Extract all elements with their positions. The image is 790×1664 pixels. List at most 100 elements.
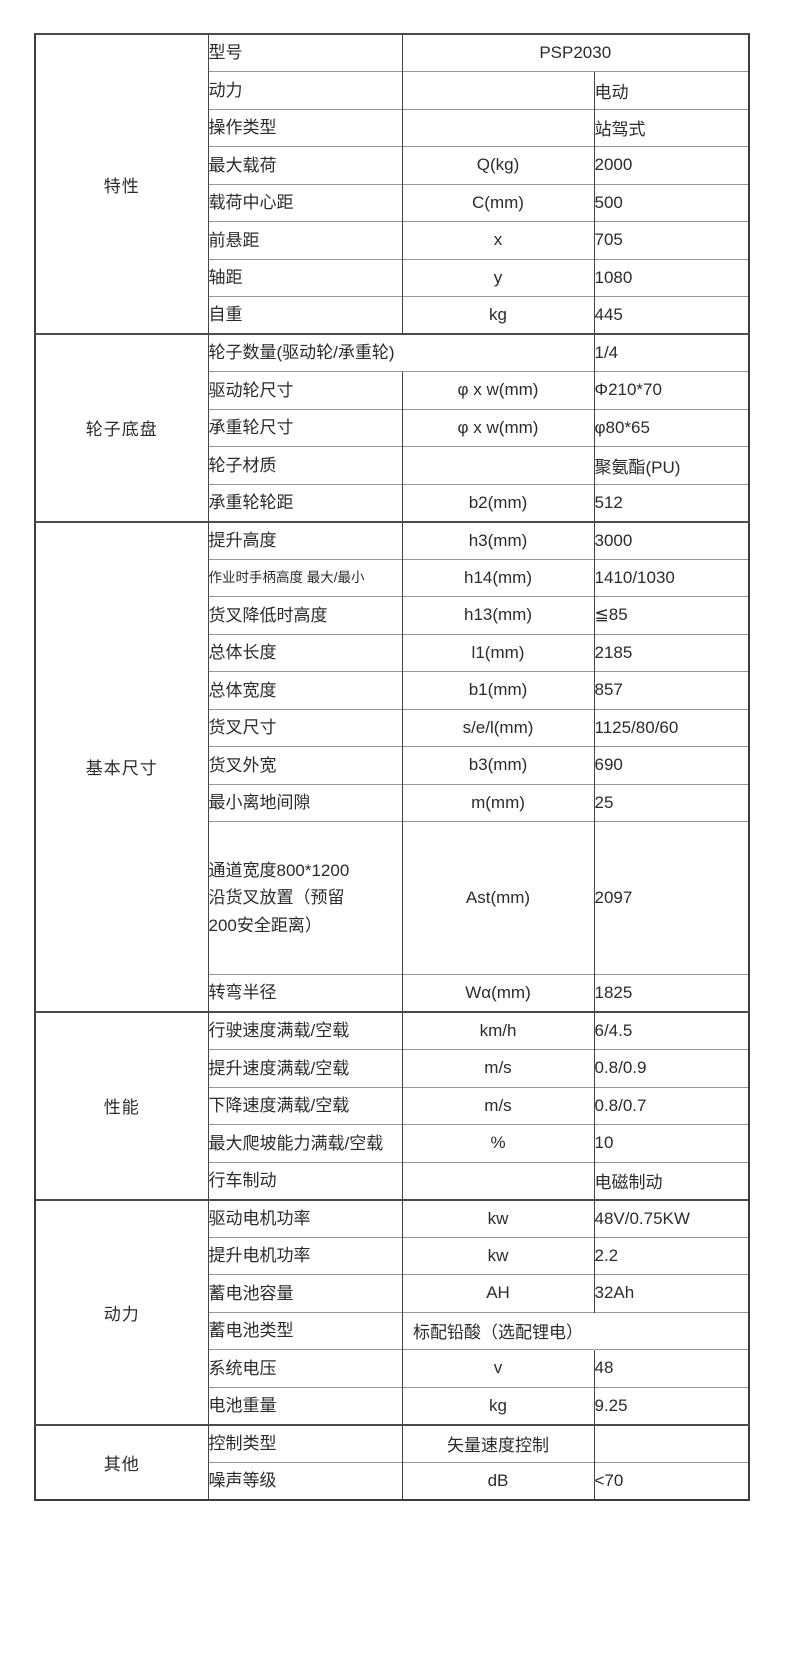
param-name-cell: 动力 <box>207 71 402 109</box>
param-name-cell: 噪声等级 <box>207 1461 402 1500</box>
param-symbol-cell: 标配铅酸（选配锂电） <box>401 1311 594 1350</box>
param-value-cell: 聚氨酯(PU) <box>593 446 749 484</box>
param-merged-value-cell: PSP2030 <box>401 33 749 72</box>
spec-row: 前悬距 x 705 <box>35 221 749 259</box>
category-cell: 基本尺寸 <box>34 520 208 1012</box>
param-value-cell: 3000 <box>593 520 749 559</box>
spec-row: 噪声等级 dB <70 <box>35 1461 749 1500</box>
param-value-cell: 电动 <box>593 71 749 109</box>
param-value-cell: 9.25 <box>593 1386 749 1425</box>
param-name-cell: 行车制动 <box>207 1161 402 1200</box>
param-symbol-cell: b1(mm) <box>401 671 594 709</box>
param-name-cell: 轮子材质 <box>207 446 402 484</box>
param-value-cell: 10 <box>593 1124 749 1162</box>
param-name-cell: 货叉尺寸 <box>207 708 402 747</box>
param-symbol-cell <box>401 446 594 484</box>
param-name-cell: 自重 <box>207 296 402 334</box>
param-name-cell: 电池重量 <box>207 1386 402 1425</box>
param-symbol-cell: kw <box>401 1198 594 1237</box>
spec-row: 货叉外宽 b3(mm) 690 <box>35 746 749 784</box>
param-symbol-cell: % <box>401 1124 594 1162</box>
spec-row: 总体长度 l1(mm) 2185 <box>35 633 749 672</box>
param-name-cell: 操作类型 <box>207 108 402 147</box>
spec-row: 基本尺寸 提升高度 h3(mm) 3000 <box>34 520 749 1012</box>
param-symbol-cell: y <box>401 258 594 297</box>
param-symbol-cell: Wα(mm) <box>401 974 594 1012</box>
param-value-cell: 857 <box>593 671 749 709</box>
param-name-cell: 总体长度 <box>207 633 402 672</box>
param-name-cell: 型号 <box>207 33 402 72</box>
param-value-cell: 690 <box>593 746 749 784</box>
category-cell: 其他 <box>34 1423 208 1500</box>
spec-row: 轮子底盘 轮子数量(驱动轮/承重轮) 1/4 <box>34 333 749 522</box>
spec-row: 自重 kg 445 <box>35 296 749 334</box>
spec-row: 轴距 y 1080 <box>35 258 749 297</box>
param-name-cell: 货叉外宽 <box>207 746 402 784</box>
param-symbol-cell: 矢量速度控制 <box>401 1423 594 1462</box>
param-symbol-cell: km/h <box>401 1011 594 1050</box>
param-name-cell: 货叉降低时高度 <box>207 596 402 634</box>
spec-row: 提升电机功率 kw 2.2 <box>35 1236 749 1275</box>
param-symbol-cell: m/s <box>401 1049 594 1087</box>
param-value-cell: 48V/0.75KW <box>593 1198 749 1237</box>
param-symbol-cell: l1(mm) <box>401 633 594 672</box>
param-value-cell: 电磁制动 <box>593 1161 749 1200</box>
param-name-cell: 转弯半径 <box>207 974 402 1012</box>
category-cell: 动力 <box>34 1198 208 1425</box>
param-symbol-cell: v <box>401 1349 594 1387</box>
param-name-cell: 最大爬坡能力满载/空载 <box>207 1124 402 1162</box>
param-value-cell: 25 <box>593 783 749 822</box>
spec-row: 作业时手柄高度 最大/最小 h14(mm) 1410/1030 <box>35 558 749 597</box>
param-symbol-cell: φ x w(mm) <box>401 371 594 409</box>
param-name-cell: 提升高度 <box>207 520 402 559</box>
param-symbol-cell <box>401 1161 594 1200</box>
param-symbol-cell: m/s <box>401 1086 594 1125</box>
param-value-cell: 1/4 <box>593 333 749 372</box>
param-name-cell: 驱动电机功率 <box>207 1198 402 1237</box>
param-symbol-cell: x <box>401 221 594 259</box>
param-name-cell: 总体宽度 <box>207 671 402 709</box>
param-name-cell: 系统电压 <box>207 1349 402 1387</box>
spec-row: 下降速度满载/空载 m/s 0.8/0.7 <box>35 1086 749 1125</box>
param-symbol-cell: b2(mm) <box>401 483 594 522</box>
param-value-cell: 1125/80/60 <box>593 708 749 747</box>
param-name-cell: 作业时手柄高度 最大/最小 <box>207 558 402 597</box>
param-name-cell: 轮子数量(驱动轮/承重轮) <box>207 333 594 372</box>
spec-row: 转弯半径 Wα(mm) 1825 <box>35 974 749 1012</box>
spec-row: 通道宽度800*1200 沿货叉放置（预留 200安全距离） Ast(mm) 209… <box>35 821 749 975</box>
param-value-cell: Φ210*70 <box>593 371 749 409</box>
spec-row: 货叉尺寸 s/e/l(mm) 1125/80/60 <box>35 708 749 747</box>
spec-row: 承重轮尺寸 φ x w(mm) φ80*65 <box>35 408 749 447</box>
param-symbol-cell: kw <box>401 1236 594 1275</box>
param-name-cell: 轴距 <box>207 258 402 297</box>
param-symbol-cell: φ x w(mm) <box>401 408 594 447</box>
param-name-cell: 蓄电池类型 <box>207 1311 402 1350</box>
param-name-cell: 前悬距 <box>207 221 402 259</box>
spec-row: 轮子材质 聚氨酯(PU) <box>35 446 749 484</box>
spec-row: 蓄电池容量 AH 32Ah <box>35 1274 749 1312</box>
spec-row: 蓄电池类型 标配铅酸（选配锂电） <box>35 1311 749 1350</box>
spec-row: 承重轮轮距 b2(mm) 512 <box>35 483 749 522</box>
param-symbol-cell: Ast(mm) <box>401 821 594 975</box>
spec-row: 最大载荷 Q(kg) 2000 <box>35 146 749 184</box>
spec-row: 载荷中心距 C(mm) 500 <box>35 183 749 222</box>
spec-row: 最小离地间隙 m(mm) 25 <box>35 783 749 822</box>
param-value-cell: 6/4.5 <box>593 1011 749 1050</box>
spec-row: 操作类型 站驾式 <box>35 108 749 147</box>
spec-row: 电池重量 kg 9.25 <box>35 1386 749 1425</box>
param-symbol-cell: s/e/l(mm) <box>401 708 594 747</box>
param-value-cell: 512 <box>593 483 749 522</box>
param-name-cell: 提升电机功率 <box>207 1236 402 1275</box>
param-value-cell: 48 <box>593 1349 749 1387</box>
param-symbol-cell <box>401 71 594 109</box>
spec-row: 其他 控制类型 矢量速度控制 <box>34 1423 749 1500</box>
param-symbol-cell: Q(kg) <box>401 146 594 184</box>
param-value-cell: 2000 <box>593 146 749 184</box>
param-value-cell: 705 <box>593 221 749 259</box>
param-name-cell: 最小离地间隙 <box>207 783 402 822</box>
param-name-cell: 提升速度满载/空载 <box>207 1049 402 1087</box>
param-value-cell: 500 <box>593 183 749 222</box>
param-name-cell: 最大载荷 <box>207 146 402 184</box>
param-value-cell: 0.8/0.9 <box>593 1049 749 1087</box>
